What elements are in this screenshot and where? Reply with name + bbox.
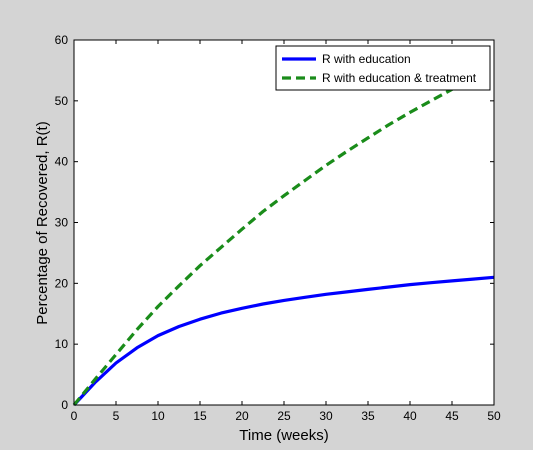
plot-background xyxy=(74,40,494,405)
series-line-education-treatment xyxy=(72,81,464,407)
plot-area: 0 5 10 15 20 25 30 35 40 45 50 0 10 20 30 40 50 60 xyxy=(55,33,501,423)
x-tick-label: 25 xyxy=(277,409,291,423)
legend: R with education R with education & treat… xyxy=(275,45,491,91)
legend-label-education-treatment: R with education & treatment xyxy=(322,71,477,85)
x-tick-label: 40 xyxy=(403,409,417,423)
y-tick-label: 60 xyxy=(55,33,69,47)
x-tick-label: 30 xyxy=(319,409,333,423)
y-tick-label: 40 xyxy=(55,155,69,169)
y-tick-label: 30 xyxy=(55,216,69,230)
x-tick-label: 5 xyxy=(113,409,120,423)
legend-box xyxy=(275,45,491,91)
series-line-education xyxy=(72,275,495,407)
x-tick-label: 10 xyxy=(151,409,165,423)
x-tick-label: 50 xyxy=(487,409,501,423)
y-tick-label: 20 xyxy=(55,276,69,290)
legend-label-education: R with education xyxy=(322,52,411,66)
x-tick-label: 15 xyxy=(193,409,207,423)
y-axis-label: Percentage of Recovered, R(t) xyxy=(34,121,51,324)
x-tick-label: 45 xyxy=(445,409,459,423)
x-tick-label: 20 xyxy=(235,409,249,423)
x-tick-label: 0 xyxy=(71,409,78,423)
x-tick-label: 35 xyxy=(361,409,375,423)
y-tick-label: 0 xyxy=(61,398,68,412)
y-tick-label: 10 xyxy=(55,337,69,351)
x-axis-label: Time (weeks) xyxy=(239,427,328,444)
y-tick-label: 50 xyxy=(55,94,69,108)
